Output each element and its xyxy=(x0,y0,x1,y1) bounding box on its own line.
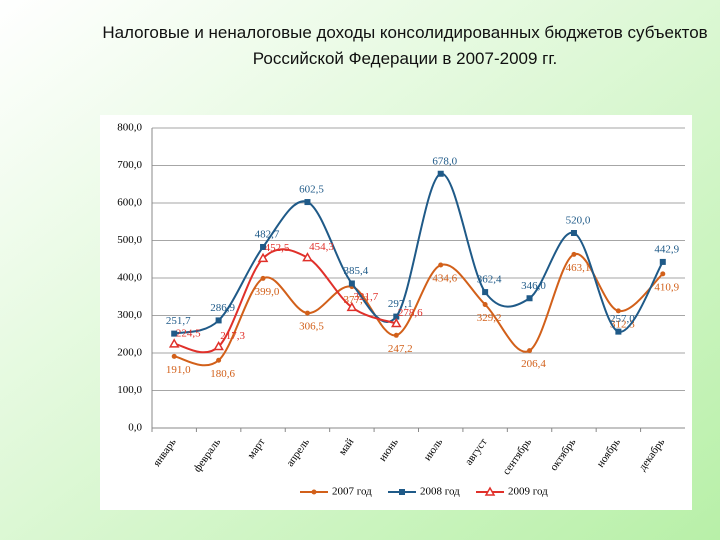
point xyxy=(348,280,355,287)
y-tick-label: 700,0 xyxy=(117,159,142,171)
point xyxy=(215,317,222,324)
data-label: 602,5 xyxy=(299,184,324,196)
point xyxy=(213,341,224,351)
title-box: Налоговые и неналоговые доходы консолиди… xyxy=(102,23,708,68)
data-label: 346,0 xyxy=(521,280,546,292)
data-label: 329,2 xyxy=(477,312,502,324)
y-tick-label: 800,0 xyxy=(117,122,142,134)
legend-label: 2008 год xyxy=(420,486,460,498)
point xyxy=(171,330,178,337)
point xyxy=(660,271,666,277)
point xyxy=(260,243,267,250)
point xyxy=(437,170,444,177)
point xyxy=(168,338,180,348)
point xyxy=(216,357,222,363)
y-tick-label: 0,0 xyxy=(128,422,142,434)
point xyxy=(390,318,402,328)
data-label: 520,0 xyxy=(566,215,591,227)
point xyxy=(393,332,399,338)
point xyxy=(302,252,313,262)
legend-marker xyxy=(311,489,317,495)
data-label: 180,6 xyxy=(210,368,235,380)
data-label: 410,9 xyxy=(654,281,679,293)
point xyxy=(571,251,577,257)
y-tick-label: 600,0 xyxy=(117,197,142,209)
point xyxy=(482,302,488,308)
point xyxy=(615,328,622,335)
y-tick-label: 100,0 xyxy=(117,384,142,396)
legend-marker xyxy=(399,489,405,495)
chart-title: Налоговые и неналоговые доходы консолиди… xyxy=(102,23,708,68)
data-label: 224,5 xyxy=(176,327,201,339)
point xyxy=(526,295,533,302)
data-label: 206,4 xyxy=(521,358,546,370)
point xyxy=(304,310,310,316)
data-label: 286,9 xyxy=(210,302,235,314)
legend-label: 2007 год xyxy=(332,486,372,498)
point xyxy=(304,199,311,206)
point xyxy=(393,313,400,320)
data-label: 678,0 xyxy=(432,155,457,167)
y-tick-label: 500,0 xyxy=(117,234,142,246)
data-label: 452,5 xyxy=(265,242,290,254)
data-label: 257,0 xyxy=(610,313,635,325)
data-label: 278,6 xyxy=(398,307,423,319)
data-label: 297,1 xyxy=(388,298,413,310)
data-label: 217,3 xyxy=(220,330,245,342)
data-label: 362,4 xyxy=(477,274,502,286)
y-tick-label: 200,0 xyxy=(117,347,142,359)
point xyxy=(346,301,358,312)
data-label: 306,5 xyxy=(299,321,324,333)
plot-frame xyxy=(100,115,692,510)
point xyxy=(527,348,533,354)
point xyxy=(659,258,666,265)
point xyxy=(570,230,577,236)
data-label: 191,0 xyxy=(166,364,191,376)
point xyxy=(482,289,489,296)
point xyxy=(260,275,266,281)
data-label: 442,9 xyxy=(654,243,679,255)
point xyxy=(257,252,269,263)
point xyxy=(615,308,621,314)
y-tick-label: 400,0 xyxy=(117,272,142,284)
data-label: 482,7 xyxy=(255,229,280,241)
data-label: 247,2 xyxy=(388,343,413,355)
data-label: 321,7 xyxy=(354,291,379,303)
data-label: 385,4 xyxy=(344,265,369,277)
data-label: 454,3 xyxy=(309,241,334,253)
data-label: 434,6 xyxy=(432,273,457,285)
data-label: 251,7 xyxy=(166,315,191,327)
point xyxy=(171,353,177,359)
point xyxy=(438,262,444,268)
data-label: 463,1 xyxy=(566,262,591,274)
data-label: 399,0 xyxy=(255,286,280,298)
legend-label: 2009 год xyxy=(508,486,548,498)
y-tick-label: 300,0 xyxy=(117,309,142,321)
legend-marker xyxy=(484,486,496,496)
